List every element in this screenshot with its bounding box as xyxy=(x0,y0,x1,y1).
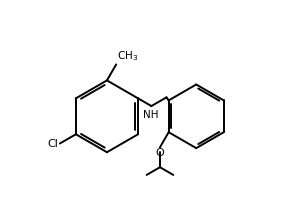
Text: O: O xyxy=(156,148,164,158)
Text: NH: NH xyxy=(143,110,158,120)
Text: CH$_3$: CH$_3$ xyxy=(117,50,139,63)
Text: Cl: Cl xyxy=(47,139,58,149)
